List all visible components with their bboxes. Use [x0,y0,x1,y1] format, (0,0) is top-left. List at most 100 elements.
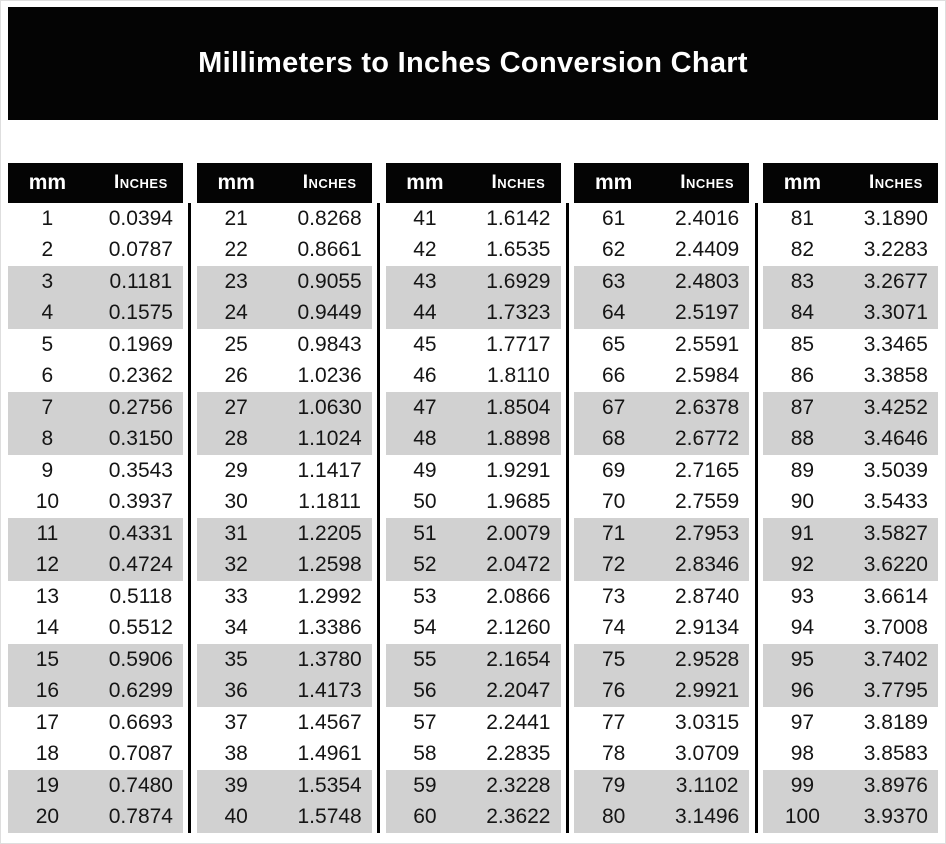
mm-value: 68 [601,427,626,451]
table-row: 28 1.1024 [196,423,372,455]
table-row: 83 3.2677 [763,266,938,298]
table-row: 41 1.6142 [385,203,561,235]
table-divider [188,203,192,833]
inches-value: 3.2283 [863,238,928,262]
inches-value: 0.2756 [108,395,173,419]
inches-value: 1.1024 [297,427,362,451]
conversion-table-4: mm Inches 61 2.4016 62 2.4409 63 2.4803 64 2.5197… [574,163,750,833]
mm-header-label: mm [406,171,444,194]
inches-value: 1.1811 [298,490,361,514]
mm-value: 99 [790,773,815,797]
table-row: 48 1.8898 [385,423,561,455]
inches-header-label: Inches [868,172,923,193]
mm-value: 13 [35,584,60,608]
mm-header-label: mm [783,171,822,194]
inches-value: 1.9685 [486,490,551,514]
table-row: 55 2.1654 [385,644,561,676]
table-header: mm Inches [196,163,372,203]
inches-value: 2.8346 [675,553,740,577]
inches-value: 1.8898 [486,427,551,451]
mm-value: 94 [790,616,815,640]
mm-header-label: mm [28,171,67,194]
inches-value: 0.7874 [108,805,173,829]
table-body: 61 2.4016 62 2.4409 63 2.4803 64 2.5197 65 2.5591… [574,203,750,833]
conversion-table-5: mm Inches 81 3.1890 82 3.2283 83 3.2677 84 3.3071… [763,163,938,833]
table-row: 81 3.1890 [763,203,938,235]
table-row: 49 1.9291 [385,455,561,487]
mm-value: 1 [41,206,54,230]
inches-value: 2.9921 [675,679,740,703]
table-row: 71 2.7953 [574,518,750,550]
table-row: 87 3.4252 [763,392,938,424]
inches-value: 2.3228 [486,773,551,797]
table-row: 99 3.8976 [763,770,938,802]
mm-value: 67 [601,395,626,419]
table-row: 5 0.1969 [8,329,183,361]
table-body: 1 0.0394 2 0.0787 3 0.1181 4 0.1575 5 0.1969 6 0.23… [8,203,183,833]
table-row: 75 2.9528 [574,644,750,676]
mm-value: 56 [413,679,437,703]
mm-value: 96 [790,679,815,703]
inches-value: 0.0394 [108,206,173,230]
inches-value: 3.8189 [863,710,928,734]
mm-value: 12 [35,553,60,577]
mm-value: 49 [413,458,437,482]
mm-value: 3 [41,269,54,293]
mm-value: 8 [41,427,54,451]
table-row: 70 2.7559 [574,486,750,518]
mm-value: 14 [35,616,60,640]
inches-value: 1.4961 [297,742,362,766]
table-row: 6 0.2362 [8,360,183,392]
inches-value: 2.3622 [486,805,551,829]
mm-value: 30 [224,490,248,514]
inches-value: 2.2441 [486,710,551,734]
table-body: 21 0.8268 22 0.8661 23 0.9055 24 0.9449 25 0.9843… [196,203,372,833]
table-row: 9 0.3543 [8,455,183,487]
mm-value: 32 [224,553,248,577]
inches-value: 0.3150 [108,427,173,451]
inches-value: 0.3543 [108,458,173,482]
table-row: 40 1.5748 [196,801,372,833]
table-row: 50 1.9685 [385,486,561,518]
table-divider [754,203,758,833]
inches-value: 0.5512 [108,616,173,640]
inches-value: 3.4646 [863,427,928,451]
mm-value: 66 [601,364,626,388]
mm-header-label: mm [594,171,633,194]
table-row: 76 2.9921 [574,675,750,707]
mm-value: 40 [224,805,248,829]
mm-value: 86 [790,364,815,388]
inches-value: 3.7008 [863,616,928,640]
table-row: 86 3.3858 [763,360,938,392]
inches-value: 2.1260 [486,616,551,640]
mm-value: 73 [601,584,626,608]
table-body: 41 1.6142 42 1.6535 43 1.6929 44 1.7323 45 1.7717… [385,203,561,833]
inches-value: 2.5591 [675,332,740,356]
inches-value: 1.8504 [486,395,551,419]
mm-value: 6 [41,364,54,388]
mm-value: 82 [790,238,815,262]
table-header: mm Inches [385,163,561,203]
inches-value: 3.5039 [863,458,928,482]
mm-value: 42 [413,238,437,262]
mm-value: 24 [224,301,248,325]
mm-value: 44 [413,301,437,325]
table-header: mm Inches [8,163,183,203]
inches-value: 1.2205 [297,521,362,545]
mm-value: 19 [35,773,60,797]
mm-value: 34 [224,616,248,640]
mm-value: 36 [224,679,248,703]
table-row: 90 3.5433 [763,486,938,518]
inches-value: 1.3386 [297,616,362,640]
table-row: 46 1.8110 [385,360,561,392]
inches-value: 2.0079 [486,521,551,545]
table-row: 94 3.7008 [763,612,938,644]
table-row: 29 1.1417 [196,455,372,487]
mm-value: 48 [413,427,437,451]
mm-value: 65 [601,332,626,356]
inches-value: 0.1575 [108,301,173,325]
mm-value: 17 [35,710,60,734]
table-row: 14 0.5512 [8,612,183,644]
mm-value: 20 [35,805,60,829]
table-row: 1 0.0394 [8,203,183,235]
